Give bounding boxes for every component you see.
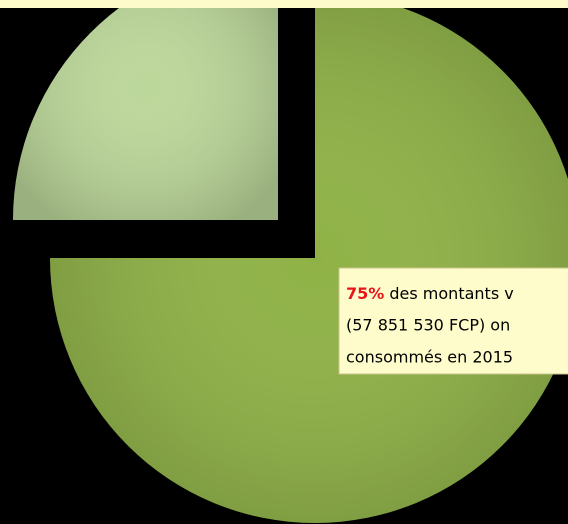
annotation-text: des montants v [384, 284, 513, 303]
slice-shade [13, 0, 278, 220]
annotation-box [338, 267, 568, 375]
annotation-highlight: 75% [346, 284, 384, 303]
annotation-line: (57 851 530 FCP) on [346, 316, 510, 335]
pie [13, 0, 568, 523]
annotation-line: 75% des montants v [346, 284, 514, 303]
annotation-line: consommés en 2015 [346, 348, 513, 367]
top-strip [0, 0, 568, 8]
slice-shade [50, 0, 568, 523]
